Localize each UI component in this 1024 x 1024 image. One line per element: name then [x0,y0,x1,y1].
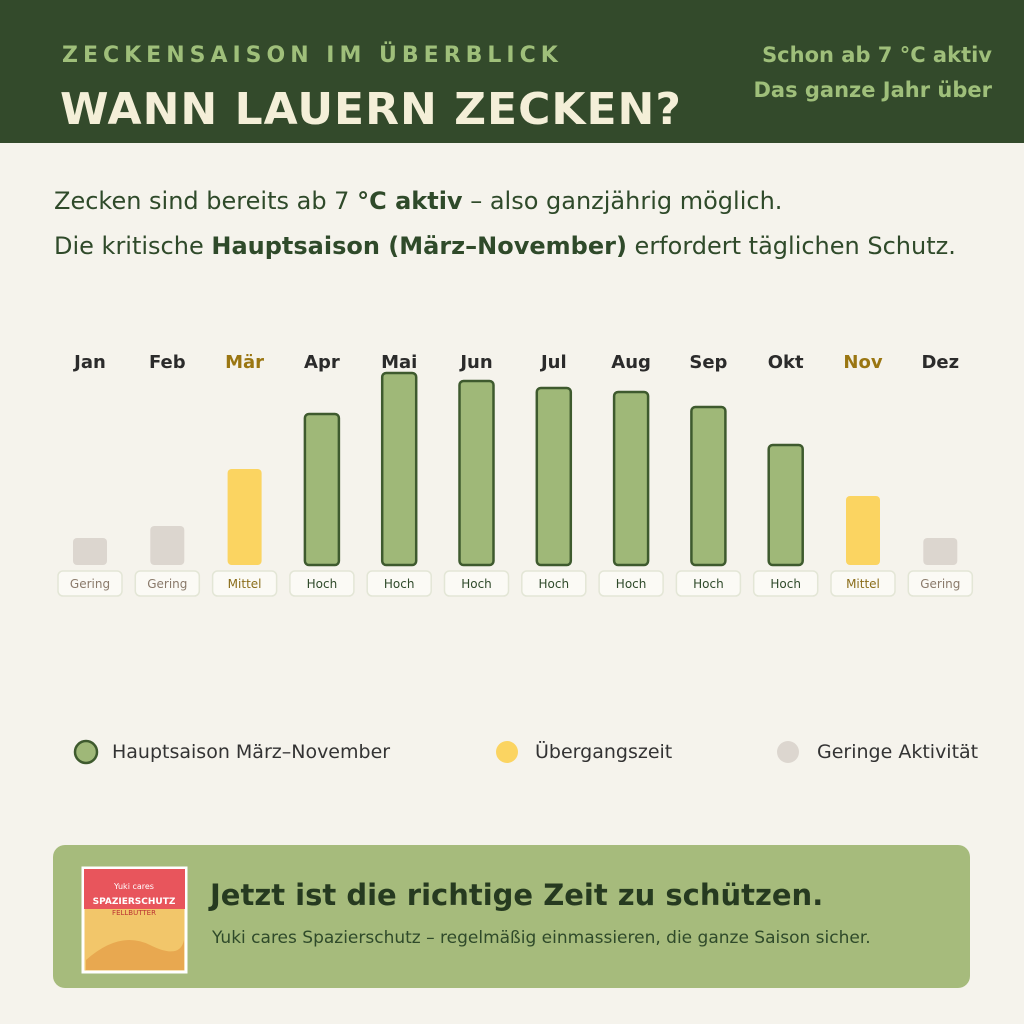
legend-swatch [73,739,99,765]
month-label: Aug [611,352,651,373]
level-pill [907,570,974,597]
level-pill [521,570,587,597]
cta-title: Jetzt ist die richtige Zeit zu schützen. [208,878,823,912]
cta-text: Yuki cares Spazierschutz – regelmäßig ei… [211,928,871,948]
emphasis: °C aktiv [357,187,463,215]
bar [846,496,880,565]
header-note: Das ganze Jahr über [753,78,992,102]
level-pill [752,570,819,597]
month-label: Apr [304,352,340,373]
bar [458,379,495,567]
emphasis: Hauptsaison (März–November) [211,232,627,260]
legend-swatch [496,741,518,763]
intro-line: Die kritische Hauptsaison (März–November… [54,232,956,260]
text: – also ganzjährig möglich. [463,187,783,215]
month-label: Sep [689,352,727,373]
title: WANN LAUERN ZECKEN? [60,84,682,135]
legend-label: Hauptsaison März–November [112,741,390,763]
level-pill [830,570,896,597]
bar [303,412,341,567]
product-brand: Yuki cares [113,882,154,891]
level-label: Mittel [228,577,262,591]
level-label: Hoch [384,577,415,591]
month-label: Jun [458,352,492,373]
level-label: Hoch [461,577,492,591]
text: Zecken sind bereits ab 7 [54,187,357,215]
level-label: Hoch [307,577,338,591]
intro-line: Zecken sind bereits ab 7 °C aktiv – also… [54,187,782,215]
bar [380,371,418,567]
bar [923,538,958,565]
header-bar [0,0,1024,143]
level-label: Hoch [693,577,724,591]
bar [150,526,185,565]
product-type: FELLBUTTER [112,909,156,917]
level-label: Hoch [616,577,647,591]
legend-label: Geringe Aktivität [817,741,978,763]
month-label: Dez [921,352,959,373]
level-pill [366,570,432,597]
month-label: Feb [149,352,186,373]
month-label: Mai [381,352,417,373]
level-label: Gering [70,577,110,591]
product-art [86,940,184,970]
bar [767,443,804,567]
month-label: Okt [768,352,804,373]
level-label: Hoch [770,577,801,591]
level-label: Gering [920,577,960,591]
text: Die kritische [54,232,211,260]
level-pill [598,570,664,597]
level-label: Hoch [539,577,570,591]
level-pill [675,570,742,597]
level-pill [443,570,510,597]
product-name: SPAZIERSCHUTZ [93,897,176,907]
text: erfordert täglichen Schutz. [627,232,956,260]
level-pill [289,570,355,597]
level-pill [211,570,278,597]
level-label: Gering [147,577,187,591]
cta-box [53,845,970,988]
legend: Hauptsaison März–November Übergangszeit Ge… [73,739,978,765]
level-label: Mittel [846,577,880,591]
month-label: Nov [843,352,882,373]
month-label: Mär [225,352,264,373]
legend-label: Übergangszeit [535,740,672,763]
month-label: Jul [539,352,567,373]
month-label: Jan [72,352,106,373]
chart: Jan Gering Feb Gering Mär Mittel Apr Hoch Mai Hoc… [57,352,974,597]
bar [227,469,262,565]
kicker: ZECKENSAISON IM ÜBERBLICK [62,42,563,68]
level-pill [57,570,123,597]
bar [535,386,573,567]
product-band [84,869,185,909]
bar [73,538,107,565]
header-note: Schon ab 7 °C aktiv [762,43,992,67]
level-pill [134,570,201,597]
bar [690,405,727,567]
bar [612,390,650,567]
legend-swatch [777,741,799,763]
